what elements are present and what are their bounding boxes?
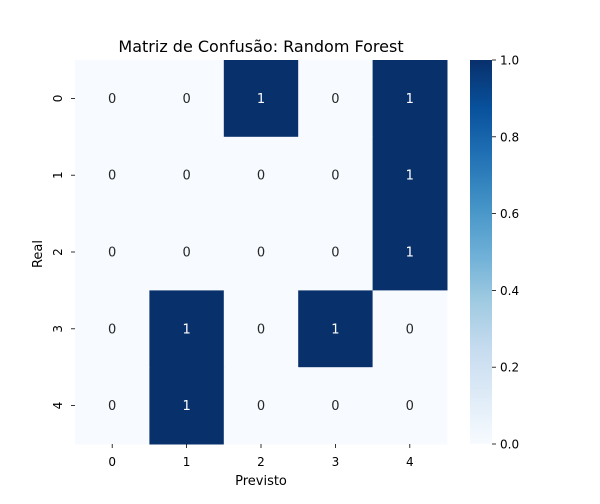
chart-title: Matriz de Confusão: Random Forest (118, 37, 403, 56)
heatmap-cell-3-3 (298, 290, 374, 368)
heatmap-cell-4-4 (372, 367, 448, 445)
cell-label-0-4: 1 (406, 92, 414, 107)
colorbar-ticks: 0.0 0.2 0.4 0.6 0.8 1.0 (492, 54, 519, 452)
colorbar-tick-label: 0.4 (500, 284, 519, 298)
y-axis-label: Real (31, 240, 46, 268)
heatmap-cell-0-4 (372, 60, 448, 138)
cell-label-3-0: 0 (108, 322, 116, 337)
cell-label-3-4: 0 (406, 322, 414, 337)
heatmap-cell-4-2 (223, 367, 299, 445)
cell-label-0-0: 0 (108, 92, 116, 107)
heatmap-cell-3-4 (372, 290, 448, 368)
cell-label-0-1: 0 (182, 92, 190, 107)
x-tick-label: 2 (257, 455, 265, 469)
colorbar (470, 60, 492, 444)
x-tick-label: 3 (332, 455, 340, 469)
heatmap-cell-2-3 (298, 213, 374, 291)
cell-label-4-3: 0 (331, 399, 339, 414)
cell-label-2-3: 0 (331, 246, 339, 261)
cell-label-4-2: 0 (257, 399, 265, 414)
y-tick-label: 3 (51, 325, 65, 333)
colorbar-tick-label: 0.8 (500, 130, 519, 144)
heatmap-cell-3-1 (149, 290, 225, 368)
cell-label-3-2: 0 (257, 322, 265, 337)
cell-label-1-3: 0 (331, 169, 339, 184)
x-tick-label: 4 (406, 455, 414, 469)
cell-label-1-4: 1 (406, 169, 414, 184)
heatmap-cell-0-0 (75, 60, 150, 138)
cell-label-2-1: 0 (182, 246, 190, 261)
y-axis: 0 1 2 3 4 (51, 95, 75, 410)
heatmap-cell-3-0 (75, 290, 150, 368)
x-axis-label: Previsto (235, 474, 287, 489)
x-axis: 0 1 2 3 4 (108, 444, 414, 469)
x-tick-label: 0 (108, 455, 116, 469)
cell-label-1-2: 0 (257, 169, 265, 184)
cell-label-4-1: 1 (182, 399, 190, 414)
cell-label-0-3: 0 (331, 92, 339, 107)
cell-label-1-0: 0 (108, 169, 116, 184)
heatmap-cell-2-1 (149, 213, 225, 291)
cell-label-2-4: 1 (406, 246, 414, 261)
heatmap-cell-3-2 (223, 290, 299, 368)
cell-label-3-3: 1 (331, 322, 339, 337)
heatmap-cell-1-3 (298, 136, 374, 215)
y-tick-label: 1 (51, 171, 65, 179)
heatmap-cell-2-4 (372, 213, 448, 291)
heatmap-cell-1-0 (75, 136, 150, 215)
heatmap-cell-2-2 (223, 213, 299, 291)
heatmap-cells (75, 60, 448, 445)
heatmap-cell-1-2 (223, 136, 299, 215)
heatmap-cell-2-0 (75, 213, 150, 291)
heatmap-cell-0-2 (223, 60, 299, 138)
y-tick-label: 2 (51, 248, 65, 256)
cell-label-0-2: 1 (257, 92, 265, 107)
heatmap-cell-4-0 (75, 367, 150, 445)
x-tick-label: 1 (183, 455, 191, 469)
colorbar-tick-label: 0.0 (500, 438, 519, 452)
cell-label-3-1: 1 (182, 322, 190, 337)
heatmap-cell-4-3 (298, 367, 374, 445)
colorbar-tick-label: 0.2 (500, 361, 519, 375)
y-tick-label: 0 (51, 95, 65, 103)
heatmap-cell-1-1 (149, 136, 225, 215)
heatmap-cell-4-1 (149, 367, 225, 445)
cell-label-2-2: 0 (257, 246, 265, 261)
heatmap-cell-0-1 (149, 60, 225, 138)
cell-label-2-0: 0 (108, 246, 116, 261)
colorbar-tick-label: 1.0 (500, 54, 519, 68)
cell-label-4-0: 0 (108, 399, 116, 414)
y-tick-label: 4 (51, 402, 65, 410)
cell-label-4-4: 0 (406, 399, 414, 414)
cell-label-1-1: 0 (182, 169, 190, 184)
heatmap-cell-1-4 (372, 136, 448, 215)
heatmap-cell-labels: 0 0 1 0 1 0 0 0 0 1 0 0 0 0 1 0 1 0 1 0 0 1 0 0 0 (108, 92, 414, 414)
colorbar-tick-label: 0.6 (500, 207, 519, 221)
heatmap-cell-0-3 (298, 60, 374, 138)
